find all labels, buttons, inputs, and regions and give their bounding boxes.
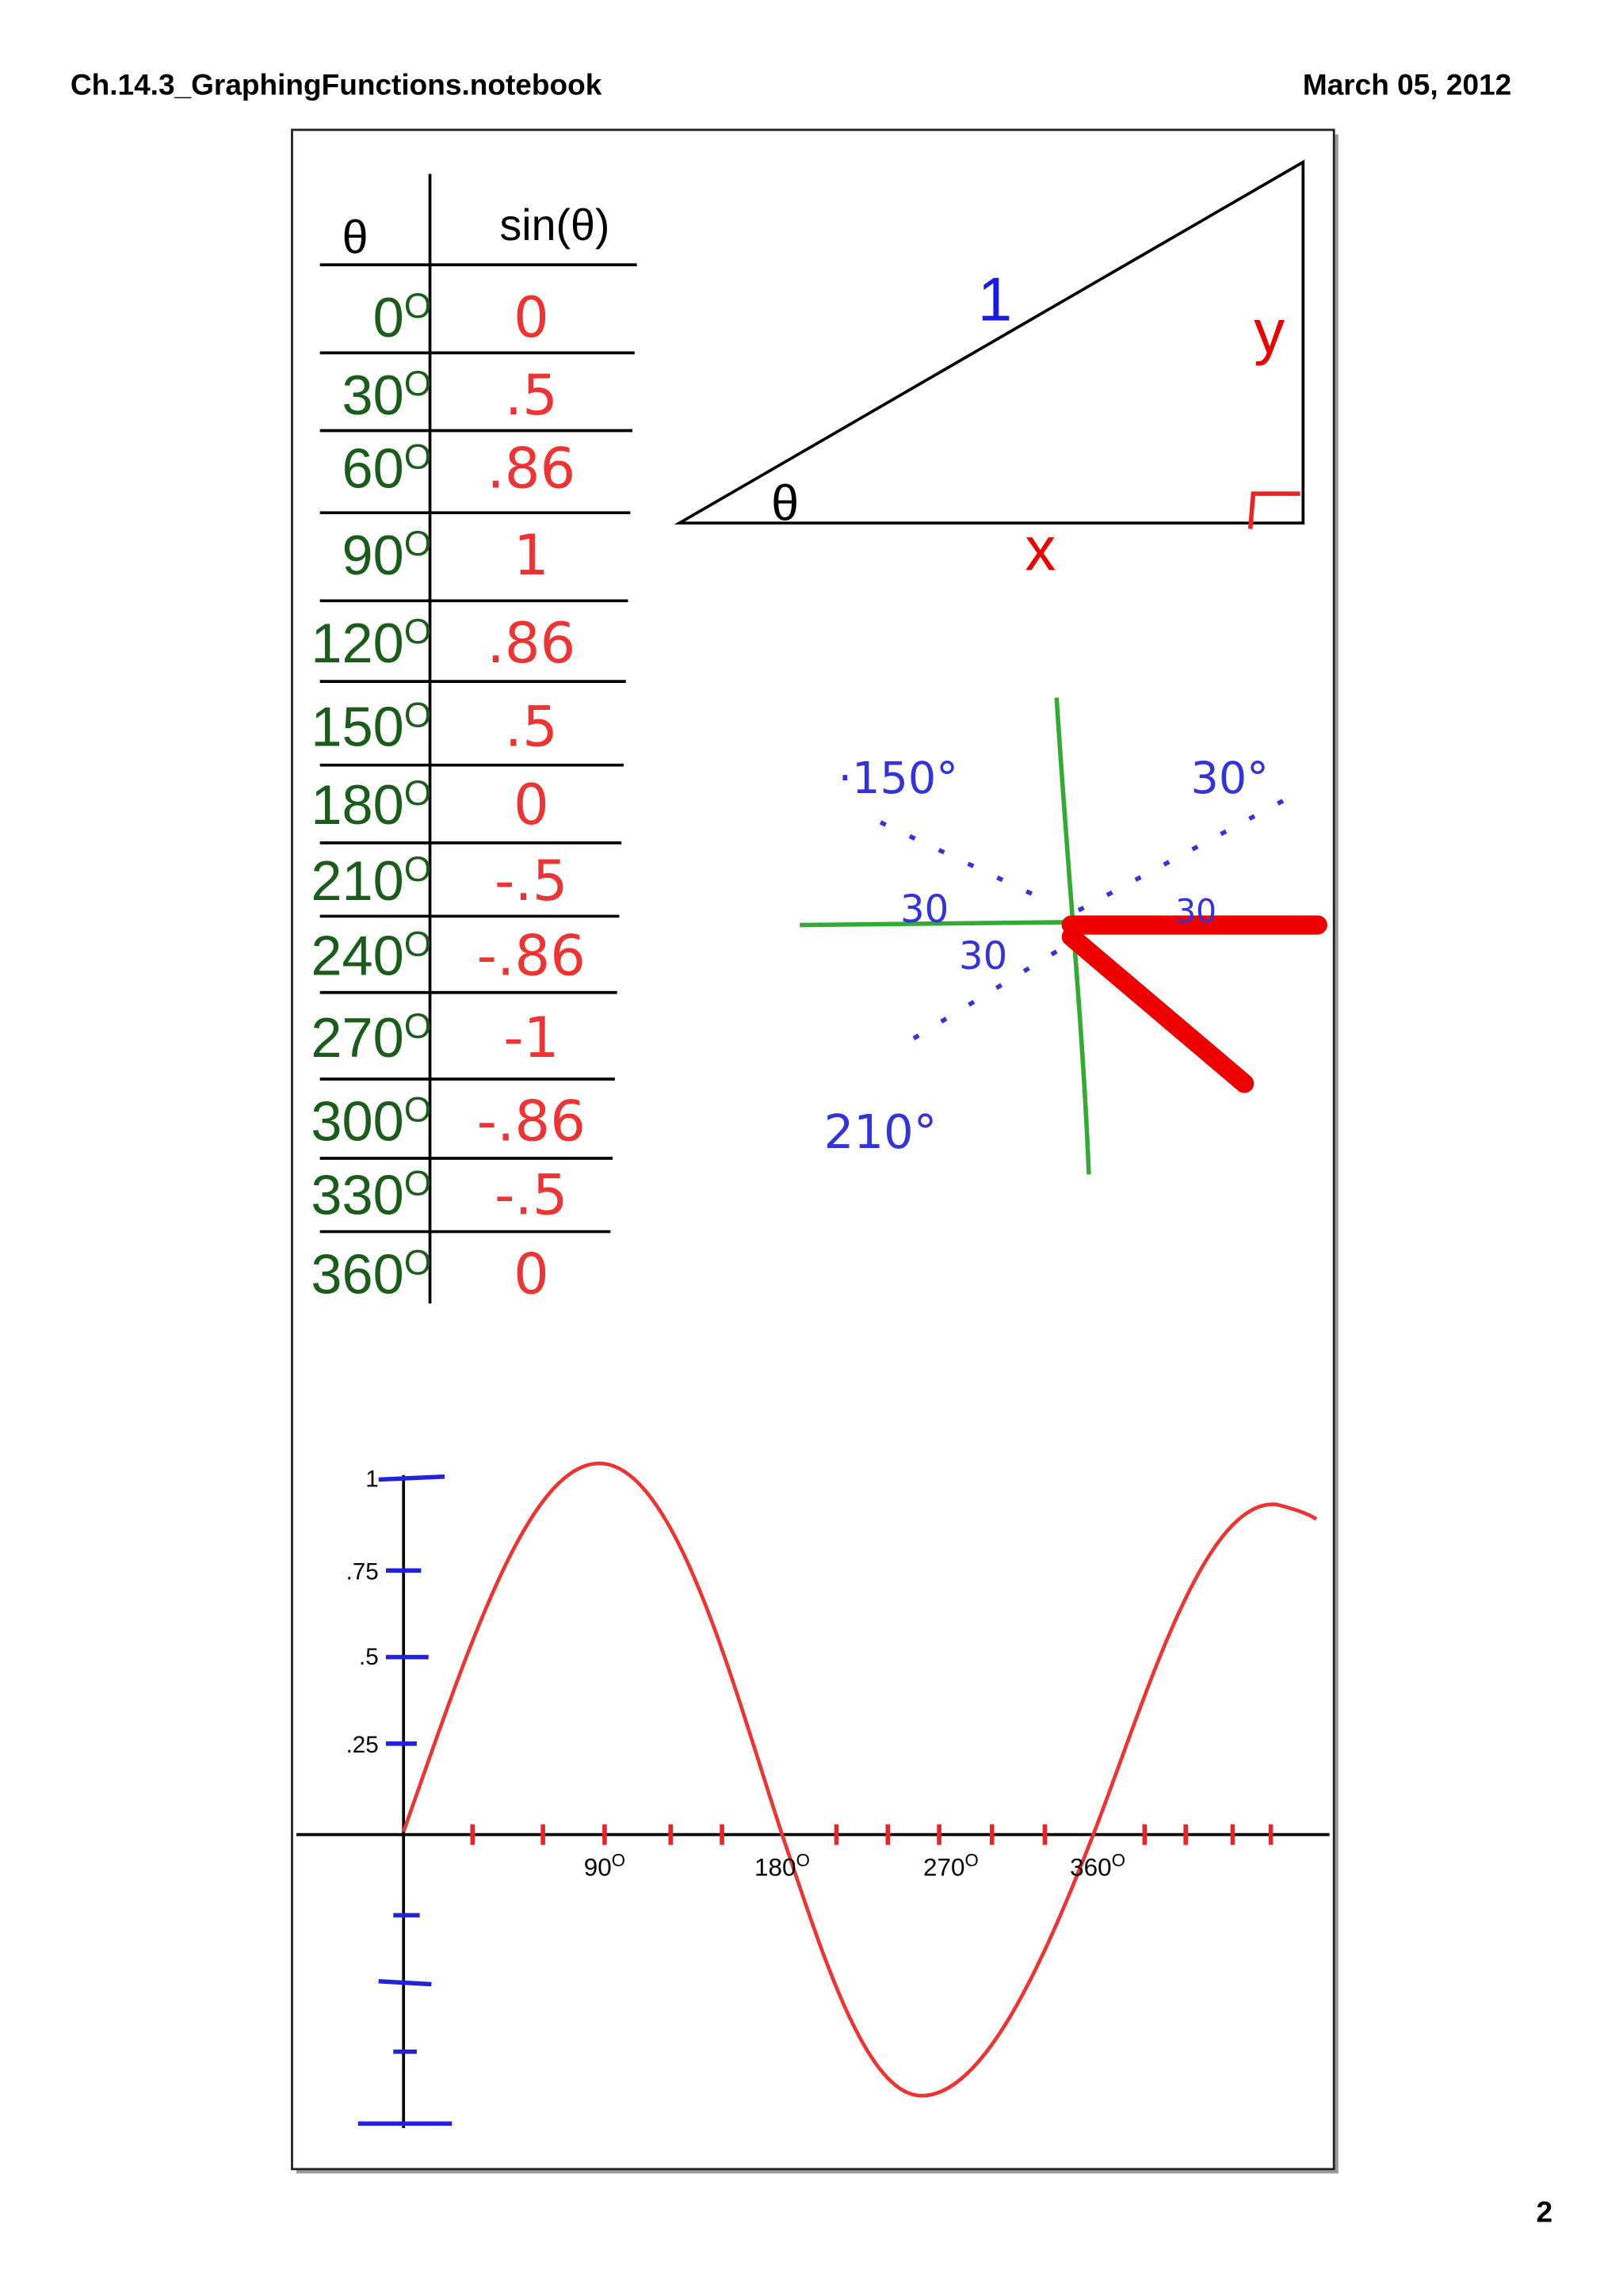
angle-label: ·150° [838, 753, 958, 804]
angle-value: 330 [311, 1163, 403, 1226]
x-label: 360O [1070, 1850, 1125, 1882]
reference-angle: 30 [1175, 892, 1216, 930]
x-ticks [470, 1824, 1274, 1845]
degree-mark: O [404, 696, 432, 734]
x-label: 180O [754, 1850, 810, 1882]
opposite-label: y [1254, 298, 1285, 366]
angle: 30O [342, 364, 432, 426]
unit-circle: ·150° 30° 30 30 30 210° [800, 697, 1327, 1175]
sine-value: .5 [505, 695, 558, 760]
sine-value: 1 [514, 523, 549, 588]
x-label: 90O [584, 1850, 625, 1882]
angle: 120O [311, 612, 431, 674]
y-ticks [357, 1474, 453, 2126]
angle-value: 60 [342, 437, 404, 500]
sine-value: .86 [487, 611, 575, 676]
angle-value: 90 [342, 524, 404, 586]
angle-label: 210° [824, 1104, 938, 1159]
page-number: 2 [1537, 2195, 1553, 2228]
degree-mark: O [404, 1090, 432, 1129]
angle-label: 30° [1191, 753, 1269, 804]
angle-value: 360 [311, 1242, 403, 1305]
angle-value: 180 [311, 773, 403, 836]
triangle: 1 y x θ [674, 159, 1305, 583]
sine-curve [402, 1461, 1318, 2098]
degree-mark: O [404, 1007, 432, 1046]
reference-angle: 30 [900, 887, 949, 932]
y-label: .25 [346, 1732, 379, 1758]
degree-mark: O [796, 1850, 810, 1870]
degree-mark: O [1112, 1850, 1125, 1870]
angle-value: 300 [311, 1090, 403, 1153]
table-header: sin(θ) [499, 200, 609, 250]
reference-angle: 30 [959, 934, 1007, 978]
angle: 330O [311, 1163, 431, 1226]
angle-value: 240 [311, 924, 403, 986]
sine-value: .86 [487, 437, 575, 502]
sine-value: .5 [505, 363, 558, 428]
angle: 270O [311, 1006, 431, 1069]
degree-mark: O [404, 524, 432, 563]
degree-mark: O [404, 612, 432, 651]
sine-value: -.5 [495, 1162, 568, 1227]
angle: 90O [342, 524, 432, 586]
angle-value: 270 [311, 1006, 403, 1069]
angle: 300O [311, 1090, 431, 1153]
x-label-value: 360 [1070, 1853, 1112, 1881]
degree-mark: O [404, 437, 432, 476]
sine-value: -.5 [495, 849, 568, 913]
sine-value: 0 [514, 1241, 549, 1306]
y-label: .75 [346, 1558, 379, 1585]
y-label: 1 [365, 1466, 378, 1493]
angle: 210O [311, 849, 431, 912]
angle-value: 150 [311, 696, 403, 758]
date: March 05, 2012 [1303, 67, 1511, 101]
x-label: 270O [923, 1850, 979, 1882]
angle-value: 120 [311, 612, 403, 674]
degree-mark: O [612, 1850, 625, 1870]
hypotenuse-label: 1 [978, 266, 1012, 334]
sine-value: -1 [503, 1005, 559, 1070]
x-label-value: 180 [754, 1853, 796, 1881]
sine-value: -.86 [477, 923, 586, 988]
angle-label: θ [771, 475, 799, 531]
angle-value: 30 [342, 364, 404, 426]
degree-mark: O [404, 925, 432, 963]
frame [291, 128, 1335, 2171]
angle: 60O [342, 437, 432, 500]
angle: 360O [311, 1242, 431, 1305]
table-header: θ [342, 210, 369, 263]
degree-mark: O [404, 1164, 432, 1203]
degree-mark: O [404, 364, 432, 403]
degree-mark: O [404, 1243, 432, 1282]
x-label-value: 270 [923, 1853, 965, 1881]
angle-value: 210 [311, 849, 403, 912]
angle: 240O [311, 924, 431, 986]
angle: 180O [311, 773, 431, 836]
degree-mark: O [404, 773, 432, 812]
sine-value: -.86 [477, 1089, 586, 1154]
x-axis [800, 920, 1079, 928]
angle-value: 0 [373, 286, 404, 349]
triangle-shape [674, 159, 1305, 525]
degree-mark: O [965, 1850, 979, 1870]
degree-mark: O [404, 850, 432, 889]
angle: 0O [373, 286, 432, 349]
y-label: .5 [359, 1644, 379, 1670]
sine-value: 0 [514, 285, 549, 350]
angle: 150O [311, 696, 431, 758]
sine-value: 0 [514, 772, 549, 837]
right-angle-mark [1247, 491, 1300, 529]
x-label-value: 90 [584, 1853, 612, 1881]
degree-mark: O [404, 287, 432, 326]
reference-lines [879, 798, 1285, 1052]
terminal-sides [1061, 915, 1327, 1093]
file-name: Ch.14.3_GraphingFunctions.notebook [71, 67, 602, 101]
adjacent-label: x [1025, 515, 1056, 583]
